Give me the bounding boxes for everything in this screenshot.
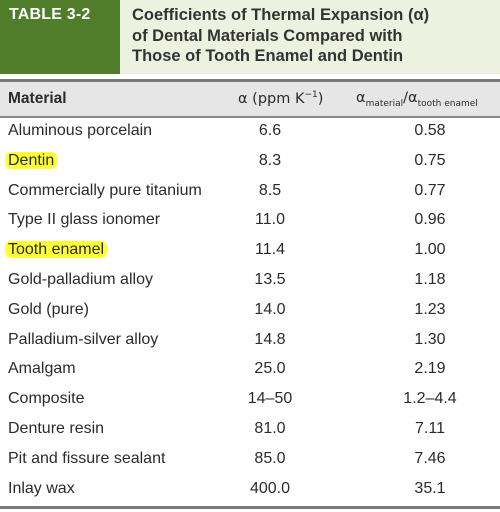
table-row: Pit and fissure sealant 85.0 7.46 xyxy=(0,446,500,476)
material-cell: Inlay wax xyxy=(8,479,75,497)
bottom-rule xyxy=(0,506,500,509)
table-row: Tooth enamel 11.4 1.00 xyxy=(0,237,500,267)
table-row: Amalgam 25.0 2.19 xyxy=(0,356,500,386)
table-row: Gold (pure) 14.0 1.23 xyxy=(0,297,500,327)
table-label-tag: TABLE 3-2 xyxy=(0,0,120,74)
material-cell: Gold (pure) xyxy=(8,300,89,318)
material-cell: Palladium-silver alloy xyxy=(8,330,159,348)
material-cell: Amalgam xyxy=(8,360,76,378)
alpha-cell: 14.8 xyxy=(254,330,286,348)
ratio-cell: 35.1 xyxy=(414,479,446,497)
alpha-cell: 8.5 xyxy=(258,181,282,199)
header-material: Material xyxy=(8,90,67,107)
header-ratio: αmaterial/αtooth enamel xyxy=(356,90,478,109)
table-row: Dentin 8.3 0.75 xyxy=(0,148,500,178)
header-ratio-alpha: α xyxy=(356,90,366,106)
alpha-cell: 85.0 xyxy=(254,449,286,467)
table-row: Composite 14–50 1.2–4.4 xyxy=(0,386,500,416)
table-label: TABLE 3-2 xyxy=(9,6,91,23)
ratio-cell: 7.11 xyxy=(415,419,445,437)
material-cell: Tooth enamel xyxy=(5,241,108,259)
header-ratio-sub-material: material xyxy=(365,98,404,109)
material-cell: Dentin xyxy=(5,151,58,170)
table-row: Aluminous porcelain 6.6 0.58 xyxy=(0,118,500,148)
ratio-cell: 0.75 xyxy=(414,151,446,169)
ratio-cell: 0.58 xyxy=(414,122,446,139)
alpha-cell: 11.4 xyxy=(255,241,285,259)
ratio-cell: 1.2–4.4 xyxy=(403,390,457,408)
ratio-cell: 0.77 xyxy=(414,181,446,199)
alpha-cell: 8.3 xyxy=(258,151,282,169)
ratio-cell: 0.96 xyxy=(414,211,446,229)
material-cell: Denture resin xyxy=(8,419,105,437)
alpha-cell: 14–50 xyxy=(247,390,293,408)
ratio-cell: 2.19 xyxy=(414,360,446,378)
material-cell: Type II glass ionomer xyxy=(8,211,161,229)
table-row: Inlay wax 400.0 35.1 xyxy=(0,476,500,506)
header-alpha-exponent: −1 xyxy=(304,90,318,100)
table-header-row: Material α (ppm K−1) αmaterial/αtooth en… xyxy=(0,82,500,116)
alpha-cell: 400.0 xyxy=(249,479,291,497)
material-cell: Composite xyxy=(8,390,85,408)
ratio-cell: 7.46 xyxy=(414,449,446,467)
header-ratio-slash: /α xyxy=(403,90,418,106)
alpha-cell: 81.0 xyxy=(254,419,286,437)
table-caption: Coefficients of Thermal Expansion (α) of… xyxy=(132,5,492,67)
alpha-cell: 6.6 xyxy=(258,122,282,139)
caption-line: Those of Tooth Enamel and Dentin xyxy=(132,47,404,65)
caption-line: Coefficients of Thermal Expansion (α) xyxy=(132,6,430,24)
material-cell: Gold-palladium alloy xyxy=(8,270,153,288)
header-alpha-text: α (ppm K xyxy=(238,90,305,107)
highlight-marker: Dentin xyxy=(5,151,58,169)
header-alpha: α (ppm K−1) xyxy=(238,90,323,107)
ratio-cell: 1.00 xyxy=(414,241,446,259)
table-row: Gold-palladium alloy 13.5 1.18 xyxy=(0,267,500,297)
alpha-cell: 25.0 xyxy=(254,360,286,378)
ratio-cell: 1.18 xyxy=(414,270,446,288)
header-alpha-close: ) xyxy=(317,90,324,107)
ratio-cell: 1.30 xyxy=(414,330,446,348)
alpha-cell: 11.0 xyxy=(255,211,285,229)
table-row: Commercially pure titanium 8.5 0.77 xyxy=(0,178,500,208)
highlight-marker: Tooth enamel xyxy=(5,241,108,259)
table-row: Denture resin 81.0 7.11 xyxy=(0,416,500,446)
alpha-cell: 14.0 xyxy=(254,300,286,318)
caption-line: of Dental Materials Compared with xyxy=(132,26,403,45)
material-cell: Pit and fissure sealant xyxy=(8,449,166,467)
material-cell: Commercially pure titanium xyxy=(8,181,202,199)
header-rule xyxy=(0,116,500,118)
table-row: Palladium-silver alloy 14.8 1.30 xyxy=(0,327,500,357)
header-ratio-sub-enamel: tooth enamel xyxy=(417,98,478,109)
table-row: Type II glass ionomer 11.0 0.96 xyxy=(0,207,500,237)
alpha-cell: 13.5 xyxy=(254,270,286,288)
material-cell: Aluminous porcelain xyxy=(8,122,153,139)
ratio-cell: 1.23 xyxy=(414,300,446,318)
table-body: Aluminous porcelain 6.6 0.58 Dentin 8.3 0.75… xyxy=(0,118,500,505)
top-rule xyxy=(0,79,500,82)
